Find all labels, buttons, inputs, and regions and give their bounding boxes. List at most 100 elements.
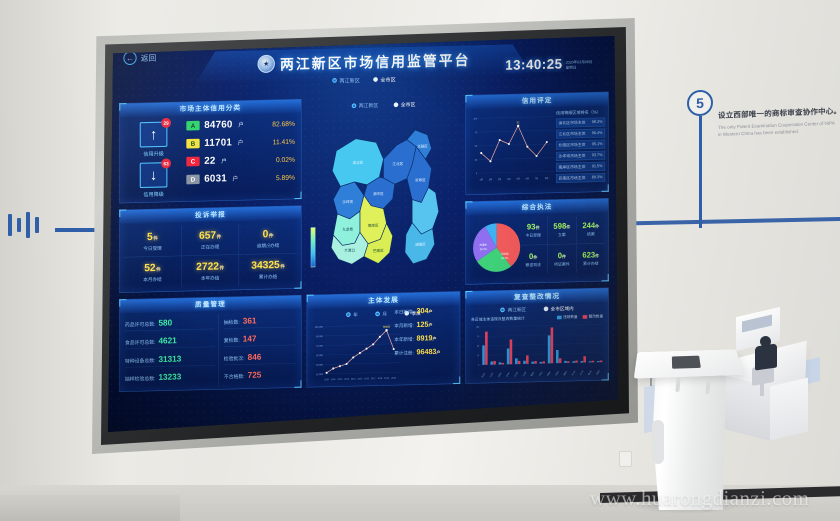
header-tab-citywide[interactable]: 全市区 — [373, 75, 396, 83]
quality-value: 147 — [242, 334, 257, 344]
choropleth-map-svg[interactable]: 渝北区 江北区 北碚区 长寿区 渝中区 沙坪坝 南岸区 九龙坡 大渡口 巴南区 … — [307, 113, 461, 285]
complaints-grid: 5件 今日受理 657件 正在办理 0件 逾期பி办结 52件 本月办结 — [123, 222, 297, 289]
map-label: 北碚区 — [417, 143, 428, 148]
law-stat-value: 623件 — [582, 250, 600, 260]
grade-chip: C — [186, 156, 200, 167]
arrow-up-icon: ↑ — [149, 126, 158, 143]
credit-upgrade-icon[interactable]: ↑ 29 — [139, 117, 171, 148]
violations-bars — [482, 327, 603, 365]
illustration-person-body — [755, 343, 777, 371]
map-tab-liangjiang[interactable]: 两江新区 — [351, 101, 379, 110]
clock-date-line1: 2020年03月08日 — [565, 60, 593, 65]
rank-list-title: 信用等级区域排名（%） — [556, 109, 601, 116]
credit-downgrade-icon[interactable]: ↓ 63 — [139, 158, 171, 189]
complaints-value: 0件 — [262, 227, 274, 240]
map-tabs[interactable]: 两江新区 全市区 — [307, 99, 461, 110]
law-stat-value: 0件 — [557, 251, 567, 261]
rank-row[interactable]: 南岸区市场主体 91.5% — [556, 161, 606, 172]
svg-text:25: 25 — [477, 355, 480, 357]
violations-tabs[interactable]: 两江新区 全市区域内 — [466, 304, 608, 314]
grade-count: 6031 — [204, 172, 227, 185]
pie-slice-completed[interactable] — [496, 223, 521, 267]
svg-text:100: 100 — [473, 118, 478, 120]
svg-text:2010: 2010 — [324, 379, 330, 381]
svg-text:75: 75 — [477, 336, 480, 338]
svg-text:2011: 2011 — [331, 379, 336, 381]
panel-title: 综合执法 — [465, 198, 609, 216]
growth-tab-year[interactable]: 年 — [346, 311, 358, 318]
growth-stat-value: 96483户 — [416, 347, 441, 356]
tv-screen[interactable]: ← 返回 ★ 两江新区市场信用监管平台 两江新区 全市区 — [108, 36, 618, 432]
complaints-label: 本月办结 — [143, 276, 162, 283]
grade-percent: 0.02% — [276, 155, 295, 164]
header-tab-liangjiang[interactable]: 两江新区 — [332, 76, 360, 85]
law-enforcement-pie-chart: 办理中 26.2% 已办结 62.0% — [473, 223, 521, 272]
panel-complaints: 投诉举报 5件 今日受理 657件 正在办理 0件 逾期பி办结 — [119, 205, 302, 293]
map-label: 巴南区 — [373, 248, 384, 253]
map-tab-label: 全市区 — [400, 101, 416, 109]
header-tabs[interactable]: 两江新区 全市区 — [332, 75, 396, 85]
credit-grade-row: A 84760 户 82.68% — [186, 117, 295, 131]
violations-tab-citywide[interactable]: 全市区域内 — [543, 305, 574, 313]
growth-stat-row: 本年新增: 8919户 — [394, 333, 455, 343]
svg-text:璧山区: 璧山区 — [586, 369, 592, 376]
svg-text:2017: 2017 — [371, 378, 377, 380]
grade-unit: 户 — [237, 139, 244, 147]
svg-text:30,000: 30,000 — [316, 365, 324, 367]
svg-text:渝北区: 渝北区 — [480, 371, 486, 378]
violations-legend: 违规数量 整改数量 — [557, 314, 603, 320]
complaints-label: 本年办结 — [200, 274, 220, 281]
pie-slice-processing[interactable] — [473, 226, 497, 262]
complaints-cell: 52件 本月办结 — [123, 256, 182, 289]
grade-count: 22 — [204, 155, 216, 167]
rank-row[interactable]: 巴南区市场主体 89.3% — [556, 172, 606, 183]
credit-change-icons: ↑ 29 信用升级 ↓ 63 信用降级 — [126, 117, 181, 203]
rank-value: 95.1% — [591, 141, 603, 147]
quality-label: 食品许可总数: — [124, 339, 156, 347]
credit-grade-list: A 84760 户 82.68% B 11701 户 11.41% C 22 — [186, 117, 295, 191]
svg-text:4月: 4月 — [507, 177, 510, 181]
map-tab-citywide[interactable]: 全市区 — [393, 100, 416, 109]
grade-unit: 户 — [232, 175, 239, 183]
svg-text:2015: 2015 — [358, 378, 364, 380]
svg-text:合川区: 合川区 — [578, 369, 584, 376]
rank-row[interactable]: 北碚区市场主体 95.1% — [556, 139, 606, 150]
baseboard-left — [0, 495, 180, 521]
growth-tab-month[interactable]: 月 — [375, 310, 387, 317]
pie-label: 26.2% — [480, 247, 488, 251]
panel-title: 市场主体信用分类 — [119, 99, 302, 118]
svg-text:铜梁区: 铜梁区 — [595, 369, 601, 376]
quality-label: 抽样检验总数: — [124, 375, 156, 383]
law-stat-value: 0件 — [529, 251, 538, 261]
dashboard-ui[interactable]: ← 返回 ★ 两江新区市场信用监管平台 两江新区 全市区 — [108, 36, 618, 432]
rank-name: 渝北区市场主体 — [558, 120, 586, 126]
wall-decor-line-left — [55, 228, 115, 232]
violations-tab-liangjiang[interactable]: 两江新区 — [500, 306, 526, 313]
svg-text:3月: 3月 — [498, 177, 501, 181]
complaints-cell: 0件 逾期பி办结 — [239, 222, 297, 255]
svg-text:6月: 6月 — [526, 176, 529, 180]
map-region-fuling[interactable] — [404, 222, 435, 265]
law-stat-value: 244件 — [582, 221, 600, 231]
grade-count: 11701 — [204, 136, 233, 149]
pie-slice-filed[interactable] — [476, 247, 512, 272]
rank-name: 沙坪坝市场主体 — [558, 153, 586, 159]
svg-text:2月: 2月 — [489, 177, 492, 181]
map-tab-label: 两江新区 — [358, 102, 379, 110]
law-stat-cell: 93件 今日受理 — [519, 215, 548, 246]
rank-row[interactable]: 江北区市场主体 96.4% — [556, 128, 606, 139]
complaints-cell: 2722件 本年办结 — [181, 254, 240, 287]
credit-upgrade-label: 信用升级 — [143, 151, 164, 158]
quality-value: 725 — [247, 370, 262, 380]
svg-text:1月: 1月 — [480, 177, 483, 181]
map-canvas[interactable]: 渝北区 江北区 北碚区 长寿区 渝中区 沙坪坝 南岸区 九龙坡 大渡口 巴南区 … — [307, 113, 461, 285]
rank-row[interactable]: 渝北区市场主体 98.2% — [556, 117, 606, 128]
map-region-banan[interactable] — [363, 222, 393, 264]
pie-slice-pending[interactable] — [485, 223, 497, 248]
panel-map[interactable]: 两江新区 全市区 — [307, 95, 461, 288]
svg-text:渝中区: 渝中区 — [505, 371, 511, 378]
wall-marker-stem — [699, 115, 702, 229]
rank-row[interactable]: 沙坪坝市场主体 93.7% — [556, 150, 606, 161]
radio-icon — [375, 311, 380, 317]
complaints-cell: 5件 今日受理 — [123, 225, 182, 258]
